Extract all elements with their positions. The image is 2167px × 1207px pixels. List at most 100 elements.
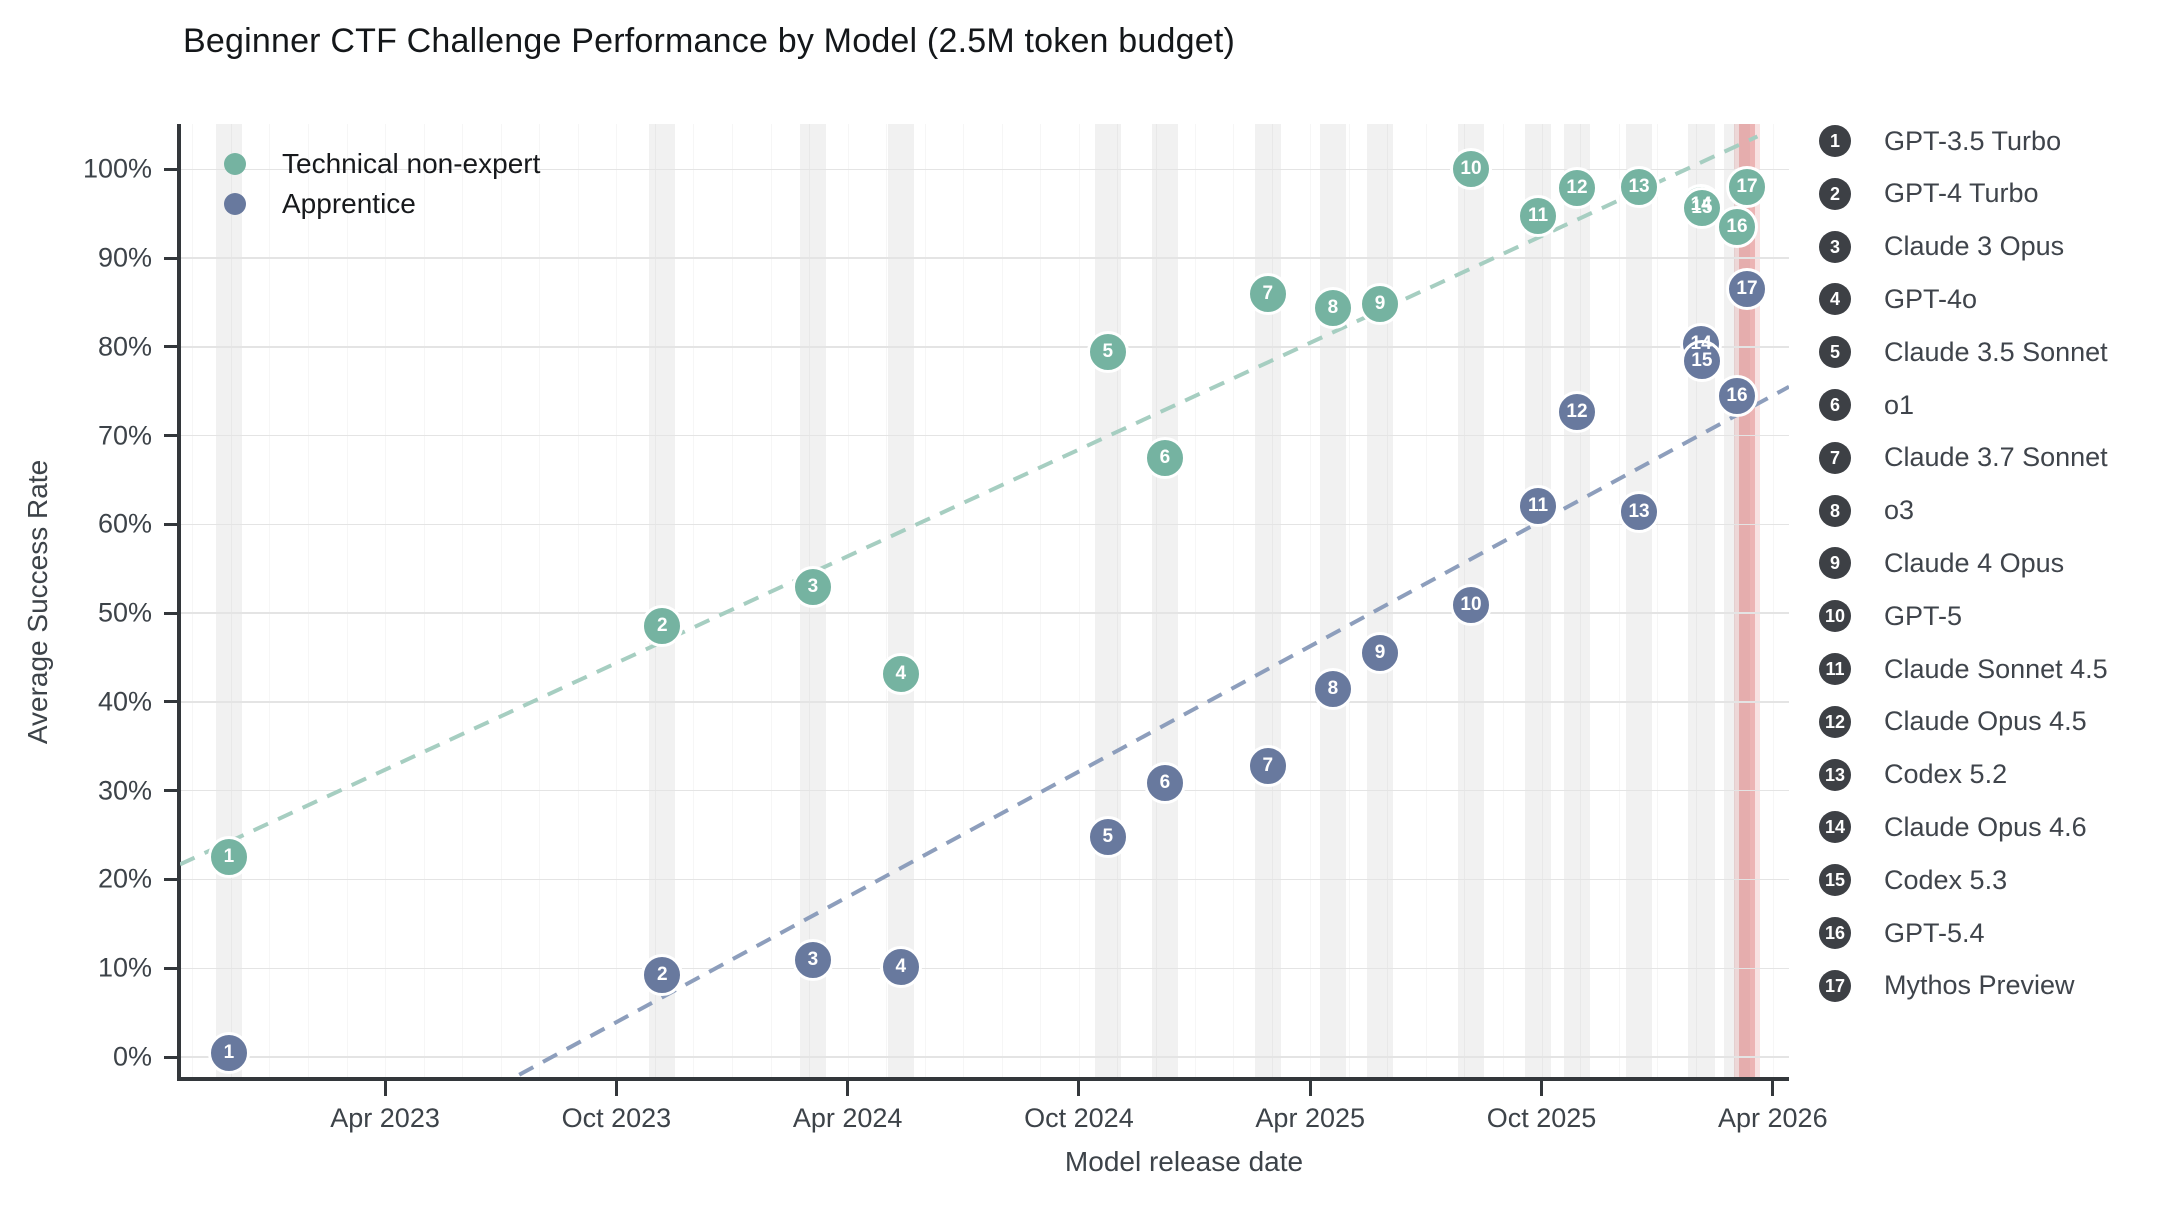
x-axis-title: Model release date <box>1064 1146 1304 1177</box>
gridline-100% <box>180 168 1789 171</box>
release-band-model-1 <box>215 124 242 1077</box>
legend-badge-6: 6 <box>1819 389 1851 421</box>
legend-name-14: Claude Opus 4.6 <box>1884 811 2087 842</box>
point-technical_non_expert-16 <box>1715 205 1758 248</box>
legend-item-model-9: 9 Claude 4 Opus <box>1819 543 2064 583</box>
legend-name-8: o3 <box>1884 495 1915 526</box>
y-tick-label-30%: 30% <box>97 775 152 806</box>
legend-badge-7: 7 <box>1819 441 1851 474</box>
legend-name-13: Codex 5.2 <box>1884 759 2008 790</box>
x-tick-Oct-2025 <box>1540 1080 1544 1096</box>
y-tick-label-100%: 100% <box>82 153 152 184</box>
series-legend-label-technical_non_expert: Technical non-expert <box>282 148 541 179</box>
point-apprentice-11 <box>1517 484 1560 527</box>
y-tick-40% <box>164 700 180 704</box>
x-tick-label-Oct-2025: Oct 2025 <box>1486 1103 1597 1133</box>
release-band-model-4 <box>887 124 914 1077</box>
legend-item-model-12: 12 Claude Opus 4.5 <box>1819 702 2087 742</box>
series-legend-item-apprentice: Apprentice <box>224 184 416 224</box>
gridline-60% <box>180 523 1789 526</box>
point-apprentice-16 <box>1715 374 1758 417</box>
y-tick-50% <box>164 611 180 615</box>
point-apprentice-17 <box>1725 268 1768 311</box>
legend-name-17: Mythos Preview <box>1884 970 2075 1001</box>
legend-badge-9: 9 <box>1819 547 1851 580</box>
legend-item-model-2: 2 GPT-4 Turbo <box>1819 174 2039 214</box>
legend-badge-14: 14 <box>1819 811 1851 844</box>
y-axis-line <box>177 124 181 1080</box>
legend-name-11: Claude Sonnet 4.5 <box>1884 653 2108 684</box>
legend-item-model-14: 14 Claude Opus 4.6 <box>1819 807 2087 847</box>
release-band-model-12 <box>1563 124 1590 1077</box>
y-tick-80% <box>164 345 180 349</box>
point-technical_non_expert-4 <box>879 652 922 695</box>
point-technical_non_expert-9 <box>1359 283 1401 326</box>
legend-name-4: GPT-4o <box>1884 283 1978 314</box>
y-tick-label-10%: 10% <box>97 952 152 983</box>
y-tick-label-0%: 0% <box>112 1041 152 1072</box>
legend-badge-1: 1 <box>1819 125 1851 157</box>
legend-item-model-5: 5 Claude 3.5 Sonnet <box>1819 332 2108 372</box>
legend-item-model-10: 10 GPT-5 <box>1819 596 1962 636</box>
legend-badge-17: 17 <box>1819 969 1851 1002</box>
legend-item-model-3: 3 Claude 3 Opus <box>1819 227 2064 267</box>
y-tick-label-50%: 50% <box>97 597 152 628</box>
legend-name-5: Claude 3.5 Sonnet <box>1884 336 2108 367</box>
legend-badge-4: 4 <box>1819 283 1851 316</box>
legend-name-6: o1 <box>1884 389 1915 420</box>
legend-name-10: GPT-5 <box>1884 600 1963 631</box>
legend-badge-16: 16 <box>1819 917 1851 949</box>
series-legend-dot-technical_non_expert <box>224 153 246 175</box>
x-tick-Oct-2024 <box>1077 1080 1081 1096</box>
point-technical_non_expert-3 <box>791 565 834 608</box>
legend-badge-12: 12 <box>1819 705 1851 738</box>
y-tick-20% <box>164 877 180 881</box>
gridline-50% <box>180 612 1789 614</box>
point-apprentice-7 <box>1246 744 1289 787</box>
legend-item-model-7: 7 Claude 3.7 Sonnet <box>1819 438 2108 478</box>
x-tick-Apr-2023 <box>383 1080 387 1096</box>
x-tick-label-Apr-2024: Apr 2024 <box>792 1103 903 1133</box>
y-tick-label-80%: 80% <box>97 331 152 362</box>
series-legend-dot-apprentice <box>224 193 246 215</box>
point-apprentice-13 <box>1618 490 1661 533</box>
plot-area: 1 2 3 4 5 6 7 8 9 10 11 12 13 14 15 16 17 1 2 3 4 5 6 7 8 9 10 11 12… <box>180 124 1789 1077</box>
y-tick-label-40%: 40% <box>97 686 152 717</box>
point-technical_non_expert-5 <box>1086 331 1129 374</box>
release-band-model-8 <box>1319 124 1346 1077</box>
trend-lines <box>180 134 1789 1077</box>
legend-badge-15: 15 <box>1819 864 1851 897</box>
y-tick-10% <box>164 966 180 970</box>
legend-badge-10: 10 <box>1819 600 1851 633</box>
legend-item-model-1: 1 GPT-3.5 Turbo <box>1819 121 2061 161</box>
series-legend-label-apprentice: Apprentice <box>282 188 416 219</box>
point-technical_non_expert-2 <box>641 604 684 647</box>
y-tick-70% <box>164 434 180 438</box>
legend-item-model-4: 4 GPT-4o <box>1819 279 1977 319</box>
gridline-90% <box>180 257 1789 259</box>
point-technical_non_expert-1 <box>207 836 250 879</box>
legend-name-16: GPT-5.4 <box>1884 917 1985 948</box>
point-apprentice-8 <box>1311 668 1354 711</box>
release-band-model-6 <box>1151 124 1178 1077</box>
point-apprentice-15 <box>1680 340 1723 383</box>
release-band-model-13 <box>1626 124 1653 1077</box>
y-tick-label-90%: 90% <box>97 242 152 273</box>
point-technical_non_expert-17 <box>1725 166 1768 209</box>
legend-name-7: Claude 3.7 Sonnet <box>1884 442 2108 473</box>
x-tick-Apr-2026 <box>1771 1080 1775 1096</box>
y-tick-label-20%: 20% <box>97 863 152 894</box>
point-apprentice-4 <box>879 946 922 989</box>
point-apprentice-10 <box>1449 584 1492 627</box>
gridline-40% <box>180 701 1789 703</box>
point-apprentice-6 <box>1143 761 1186 804</box>
release-band-model-2 <box>649 124 676 1077</box>
legend-name-3: Claude 3 Opus <box>1884 231 2065 262</box>
x-tick-label-Apr-2026: Apr 2026 <box>1718 1103 1828 1133</box>
legend-item-model-15: 15 Codex 5.3 <box>1819 860 2007 900</box>
point-technical_non_expert-11 <box>1517 195 1560 238</box>
x-tick-label-Oct-2024: Oct 2024 <box>1024 1103 1134 1133</box>
legend-name-9: Claude 4 Opus <box>1884 547 2065 578</box>
legend-item-model-8: 8 o3 <box>1819 491 1914 531</box>
